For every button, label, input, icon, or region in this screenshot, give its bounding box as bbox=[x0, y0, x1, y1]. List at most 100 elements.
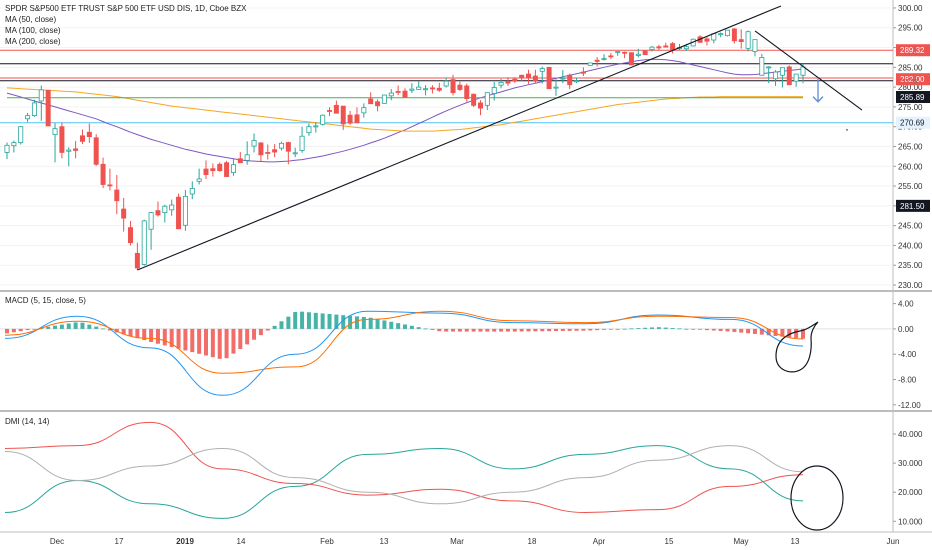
candle-body bbox=[86, 131, 92, 137]
minus-di-line bbox=[4, 421, 804, 514]
macd-histogram-bar bbox=[80, 322, 85, 329]
macd-histogram-bar bbox=[66, 323, 71, 329]
macd-histogram-bar bbox=[499, 328, 504, 332]
macd-tick-label: -4.00 bbox=[898, 350, 917, 359]
candle-body bbox=[189, 188, 195, 195]
macd-histogram-bar bbox=[553, 328, 558, 332]
macd-histogram-bar bbox=[121, 328, 126, 335]
candle-body bbox=[251, 140, 257, 147]
candle-body bbox=[381, 94, 387, 104]
candle-body bbox=[471, 93, 477, 106]
macd-histogram-bar bbox=[162, 328, 167, 346]
price-tick-label: 295.00 bbox=[898, 24, 923, 33]
candle-body bbox=[484, 92, 490, 106]
macd-histogram-bar bbox=[457, 328, 462, 332]
time-label: May bbox=[733, 537, 748, 546]
candle-body bbox=[423, 88, 429, 91]
candle-body bbox=[436, 87, 442, 91]
candle-body bbox=[59, 126, 65, 153]
macd-histogram-bar bbox=[622, 328, 627, 330]
macd-histogram-bar bbox=[348, 315, 353, 329]
candle-body bbox=[539, 68, 545, 72]
candle-body bbox=[278, 142, 284, 149]
macd-title[interactable]: MACD (5, 15, close, 5) bbox=[5, 296, 86, 305]
time-label: 2019 bbox=[176, 537, 194, 546]
macd-histogram-bar bbox=[396, 323, 401, 329]
ma50-label[interactable]: MA (50, close) bbox=[5, 15, 57, 24]
macd-histogram-bar bbox=[780, 328, 785, 337]
ma100-label[interactable]: MA (100, close) bbox=[5, 26, 61, 35]
price-tick-label: 245.00 bbox=[898, 222, 923, 231]
candle-body bbox=[429, 87, 435, 90]
downtrend-line bbox=[754, 30, 863, 111]
macd-histogram-bar bbox=[698, 328, 703, 330]
candle-body bbox=[11, 142, 17, 147]
price-tick-label: 265.00 bbox=[898, 142, 923, 151]
macd-histogram-bar bbox=[670, 328, 675, 329]
symbol-title[interactable]: SPDR S&P500 ETF TRUST S&P 500 ETF USD DI… bbox=[5, 4, 247, 13]
candle-body bbox=[148, 212, 154, 230]
macd-histogram-bar bbox=[451, 328, 456, 332]
candle-body bbox=[526, 73, 532, 79]
candle-body bbox=[182, 195, 188, 226]
candle-body bbox=[169, 204, 175, 211]
candle-body bbox=[635, 53, 641, 56]
macd-histogram-bar bbox=[677, 328, 682, 330]
macd-histogram-bar bbox=[128, 328, 133, 337]
candle-body bbox=[217, 163, 223, 172]
macd-histogram-bar bbox=[526, 328, 531, 332]
candle-body bbox=[477, 102, 483, 109]
macd-histogram-bar bbox=[409, 325, 414, 329]
time-label: 14 bbox=[237, 537, 246, 546]
macd-histogram-bar bbox=[773, 328, 778, 336]
candle-body bbox=[560, 77, 566, 80]
candle-body bbox=[210, 168, 216, 172]
candle-body bbox=[505, 81, 511, 84]
macd-histogram-bar bbox=[169, 328, 174, 348]
candle-body bbox=[285, 142, 291, 152]
macd-histogram-bar bbox=[354, 316, 359, 329]
macd-histogram-bar bbox=[25, 328, 30, 331]
candle-body bbox=[683, 46, 689, 50]
candle-body bbox=[587, 62, 593, 66]
macd-line bbox=[4, 310, 804, 396]
macd-histogram-bar bbox=[389, 321, 394, 329]
macd-histogram-bar bbox=[766, 328, 771, 336]
dmi-title[interactable]: DMI (14, 14) bbox=[5, 417, 50, 426]
macd-histogram-bar bbox=[430, 328, 435, 330]
price-tick-label: 300.00 bbox=[898, 4, 923, 13]
candle-body bbox=[388, 92, 394, 97]
candle-body bbox=[4, 144, 10, 153]
candle-body bbox=[553, 86, 559, 89]
candle-body bbox=[416, 86, 422, 90]
candle-body bbox=[79, 135, 85, 142]
candle-body bbox=[25, 115, 31, 120]
macd-histogram-bar bbox=[334, 314, 339, 329]
candle-body bbox=[663, 45, 669, 48]
candle-body bbox=[333, 104, 339, 114]
macd-histogram-bar bbox=[320, 313, 325, 329]
macd-histogram-bar bbox=[629, 328, 634, 330]
candle-body bbox=[457, 84, 463, 90]
candle-body bbox=[779, 67, 785, 76]
macd-histogram-bar bbox=[258, 328, 263, 336]
candle-body bbox=[649, 46, 655, 50]
trend-drawings[interactable] bbox=[137, 5, 863, 271]
macd-histogram-bar bbox=[361, 316, 366, 329]
price-badges: 289.32 282.00 285.89 270.69 281.50 277.00 bbox=[896, 44, 930, 212]
plus-di-line bbox=[4, 445, 804, 519]
candle-body bbox=[121, 208, 127, 219]
candle-body bbox=[141, 220, 147, 265]
candle-body bbox=[450, 79, 456, 94]
candle-body bbox=[52, 128, 58, 136]
candle-body bbox=[567, 74, 573, 86]
macd-histogram-bar bbox=[135, 328, 140, 339]
macd-histogram-bar bbox=[478, 328, 483, 332]
macd-tick-label: 0.00 bbox=[898, 325, 914, 334]
ma200-label[interactable]: MA (200, close) bbox=[5, 37, 61, 46]
price-badge-label: 282.00 bbox=[900, 75, 925, 84]
candle-body bbox=[272, 149, 278, 153]
candle-body bbox=[580, 71, 586, 74]
macd-histogram-bar bbox=[183, 328, 188, 351]
candle-body bbox=[340, 105, 346, 125]
